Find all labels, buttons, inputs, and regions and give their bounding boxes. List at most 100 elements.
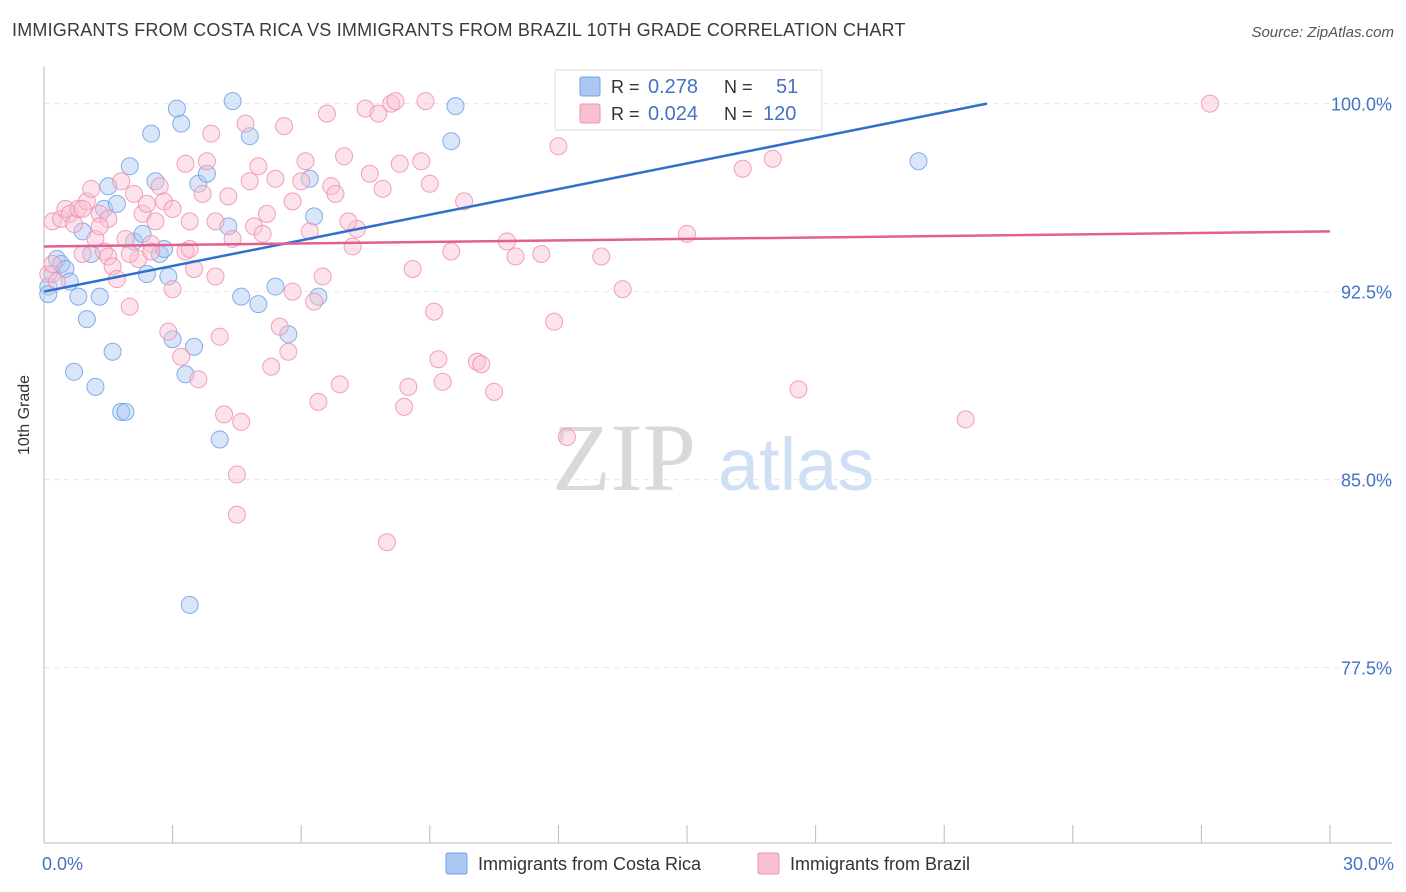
data-point — [326, 184, 345, 203]
data-point — [189, 370, 208, 389]
data-point — [549, 137, 568, 156]
data-point — [197, 164, 216, 183]
data-point — [733, 159, 752, 178]
data-point — [202, 124, 221, 143]
data-point — [150, 177, 169, 196]
watermark: ZIP atlas — [552, 404, 874, 511]
data-point — [335, 147, 354, 166]
tick-labels: 100.0% 92.5% 85.0% 77.5% 0.0% 30.0% — [42, 95, 1394, 874]
data-point — [390, 154, 409, 173]
bottom-legend-label-costa-rica: Immigrants from Costa Rica — [478, 854, 702, 874]
data-point — [180, 239, 199, 258]
legend-n-label-0: N = — [724, 77, 753, 97]
data-point — [369, 104, 388, 123]
data-point — [472, 355, 491, 374]
data-point — [227, 505, 246, 524]
data-point — [185, 337, 204, 356]
data-point — [420, 174, 439, 193]
data-point — [442, 132, 461, 151]
data-point — [305, 292, 324, 311]
data-point — [232, 412, 251, 431]
bottom-legend: Immigrants from Costa Rica Immigrants fr… — [445, 852, 970, 875]
data-point — [232, 287, 251, 306]
data-point — [163, 199, 182, 218]
legend-r-label-0: R = — [611, 77, 640, 97]
data-point — [956, 410, 975, 429]
data-point — [120, 297, 139, 316]
data-point — [789, 380, 808, 399]
data-point — [210, 430, 229, 449]
data-point — [172, 114, 191, 133]
data-point — [90, 217, 109, 236]
data-point — [227, 465, 246, 484]
data-point — [65, 214, 84, 233]
data-point — [270, 317, 289, 336]
data-point — [330, 375, 349, 394]
bottom-legend-swatch-brazil — [757, 852, 780, 875]
data-point — [90, 287, 109, 306]
y-tick-label-2: 85.0% — [1341, 471, 1392, 491]
bottom-legend-label-brazil: Immigrants from Brazil — [790, 854, 970, 874]
data-point — [163, 280, 182, 299]
data-point — [73, 244, 92, 263]
data-point — [103, 342, 122, 361]
x-tick-label-0: 0.0% — [42, 854, 83, 874]
data-point — [116, 229, 135, 248]
legend-n-label-1: N = — [724, 104, 753, 124]
points-layer — [39, 92, 1219, 614]
data-point — [545, 312, 564, 331]
chart-title: IMMIGRANTS FROM COSTA RICA VS IMMIGRANTS… — [12, 20, 906, 40]
data-point — [296, 152, 315, 171]
data-point — [82, 179, 101, 198]
data-point — [253, 224, 272, 243]
data-point — [137, 194, 156, 213]
data-point — [172, 347, 191, 366]
data-point — [485, 382, 504, 401]
data-point — [193, 184, 212, 203]
data-point — [137, 265, 156, 284]
data-point — [532, 244, 551, 263]
data-point — [403, 260, 422, 279]
trend-line-1 — [43, 230, 1331, 248]
data-point — [73, 199, 92, 218]
axes — [43, 66, 1392, 844]
data-point — [266, 277, 285, 296]
data-point — [283, 282, 302, 301]
trend-line-0 — [43, 102, 988, 293]
data-point — [249, 157, 268, 176]
data-point — [86, 377, 105, 396]
data-point — [210, 327, 229, 346]
y-tick-label-0: 100.0% — [1331, 95, 1392, 115]
data-point — [77, 310, 96, 329]
data-point — [197, 152, 216, 171]
data-point — [373, 179, 392, 198]
data-point — [120, 244, 139, 263]
data-point — [425, 302, 444, 321]
data-point — [266, 169, 285, 188]
data-point — [125, 184, 144, 203]
data-point — [339, 212, 358, 231]
data-point — [1200, 94, 1219, 113]
data-point — [506, 247, 525, 266]
data-point — [343, 237, 362, 256]
data-point — [763, 149, 782, 168]
data-point — [300, 222, 319, 241]
legend-n-value-1: 120 — [763, 103, 796, 125]
data-point — [180, 212, 199, 231]
data-point — [142, 242, 161, 261]
watermark-atlas: atlas — [718, 423, 874, 506]
data-point — [909, 152, 928, 171]
data-point — [386, 92, 405, 111]
legend-swatch-brazil — [579, 103, 601, 124]
data-point — [279, 342, 298, 361]
source-label: Source: ZipAtlas.com — [1251, 24, 1394, 41]
data-point — [43, 255, 62, 274]
data-point — [412, 152, 431, 171]
data-point — [257, 204, 276, 223]
data-point — [69, 287, 88, 306]
data-point — [275, 117, 294, 136]
data-point — [292, 172, 311, 191]
data-point — [223, 92, 242, 111]
data-point — [305, 207, 324, 226]
